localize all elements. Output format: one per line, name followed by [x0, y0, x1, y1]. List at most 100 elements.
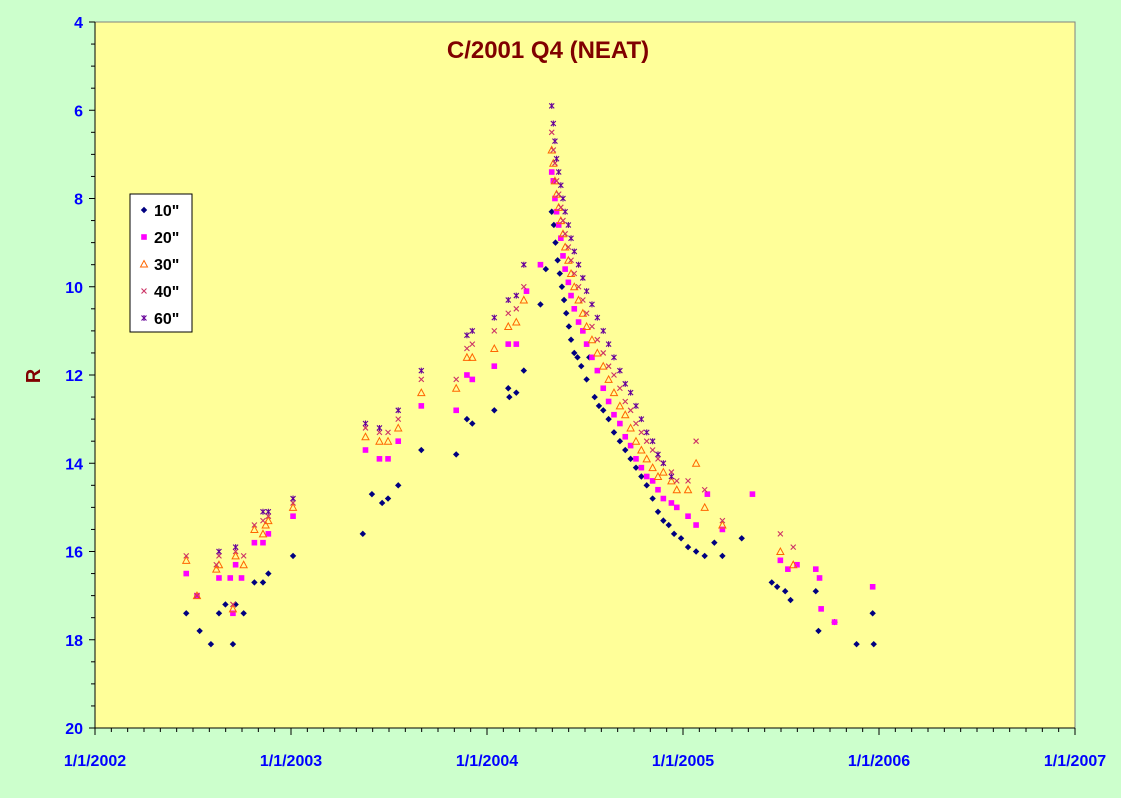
data-point [548, 169, 555, 175]
data-point [261, 520, 271, 529]
data-point [738, 535, 745, 542]
data-point [213, 561, 220, 568]
data-point [566, 268, 576, 278]
data-point [511, 317, 521, 326]
data-point [519, 295, 529, 304]
data-point [600, 327, 607, 334]
data-point [749, 491, 756, 497]
data-point [555, 169, 562, 176]
data-point [660, 517, 667, 524]
data-point [685, 513, 691, 519]
data-point [659, 467, 668, 476]
data-point [627, 455, 634, 463]
data-point [416, 388, 426, 397]
data-point [617, 420, 623, 427]
data-point [622, 433, 629, 440]
data-point [452, 451, 460, 458]
legend-label: 30" [154, 257, 179, 274]
data-point [453, 376, 460, 383]
data-point [594, 336, 601, 343]
data-point [232, 544, 239, 551]
legend-box [129, 193, 193, 333]
data-point [718, 520, 727, 529]
data-point [395, 438, 402, 444]
y-tick-label: 14 [65, 456, 83, 473]
data-point [673, 504, 680, 511]
y-axis-label: R [23, 368, 45, 383]
data-point [626, 423, 635, 432]
legend-marker [141, 315, 147, 321]
data-point [574, 295, 583, 304]
data-point [598, 361, 608, 370]
data-point [869, 584, 876, 590]
data-point [632, 464, 640, 471]
data-point [700, 502, 710, 511]
data-point [605, 415, 612, 423]
data-point [672, 485, 682, 494]
legend: 10" 20" 30" 40" 60" [129, 193, 193, 333]
data-point [649, 478, 656, 484]
data-point [467, 352, 477, 361]
legend-label: 40" [154, 284, 179, 301]
data-point [568, 235, 574, 242]
data-point [513, 389, 520, 396]
x-tick-label: 1/1/2003 [260, 753, 322, 770]
data-point [183, 553, 190, 559]
data-point [513, 292, 520, 299]
data-point [216, 575, 222, 581]
data-point [587, 335, 597, 344]
data-point [653, 471, 663, 480]
data-point [265, 513, 272, 520]
data-point [384, 495, 392, 502]
data-point [520, 283, 527, 290]
data-point [560, 242, 570, 251]
data-point [550, 221, 558, 229]
data-point [240, 610, 247, 617]
data-point [701, 486, 708, 493]
data-point [505, 385, 512, 392]
data-point [684, 543, 692, 551]
data-point [260, 517, 266, 524]
data-point [250, 524, 259, 533]
data-point [571, 349, 578, 357]
data-point [660, 495, 667, 502]
data-point [627, 389, 634, 396]
data-point [550, 120, 557, 127]
data-point [649, 447, 656, 453]
data-point [558, 283, 566, 290]
data-point [290, 500, 296, 506]
data-point [362, 447, 369, 453]
data-point [642, 454, 652, 463]
x-axis: 1/1/2002 1/1/2003 1/1/2004 1/1/2005 1/1/2006… [64, 727, 1106, 770]
data-point [264, 516, 273, 525]
data-point [667, 476, 676, 485]
data-point [376, 456, 383, 462]
data-point [359, 530, 367, 538]
data-point [258, 529, 268, 538]
data-point [520, 367, 528, 374]
data-point [589, 323, 595, 330]
data-point [616, 437, 624, 445]
data-point [869, 610, 876, 617]
data-point [818, 606, 824, 612]
data-point [580, 328, 586, 334]
x-tick-label: 1/1/2002 [64, 753, 126, 770]
data-point [781, 588, 789, 595]
data-point [464, 372, 470, 378]
data-point [196, 627, 203, 635]
data-point [395, 416, 402, 423]
data-point [469, 327, 476, 334]
data-point [418, 376, 425, 383]
data-point [693, 522, 699, 528]
data-point [192, 591, 202, 600]
data-point [655, 455, 661, 462]
data-point [555, 191, 562, 197]
data-point [790, 544, 797, 550]
data-point [589, 354, 595, 361]
data-point [768, 579, 775, 586]
data-point [589, 301, 595, 308]
data-point [785, 566, 791, 572]
data-point [555, 222, 562, 228]
data-point [776, 546, 785, 555]
data-point [464, 345, 470, 352]
